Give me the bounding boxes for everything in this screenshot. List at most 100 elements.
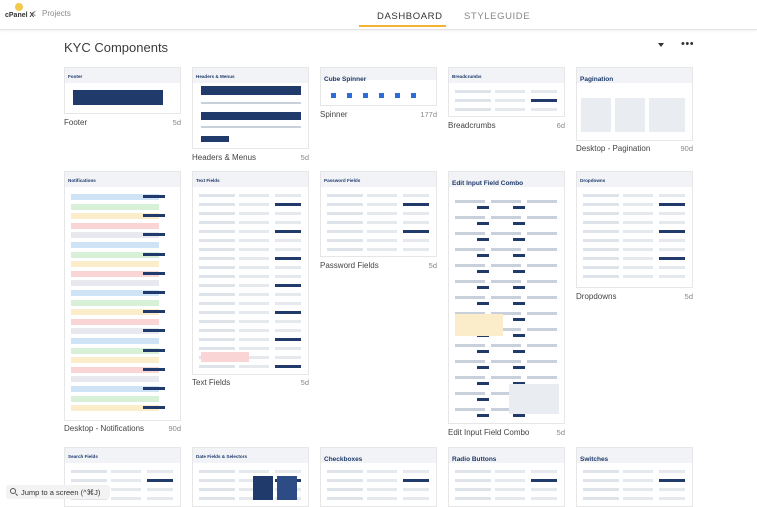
thumb-decoration [379, 93, 384, 98]
screen-thumbnail[interactable]: Checkboxes [320, 447, 437, 507]
thumb-decoration [513, 238, 525, 241]
thumb-decoration [367, 212, 397, 215]
thumb-decoration [367, 239, 397, 242]
screen-thumbnail[interactable]: Date Fields & Selectors [192, 447, 309, 507]
thumbnail-header [65, 448, 180, 463]
thumbnail-header [321, 448, 436, 463]
thumb-decoration [495, 470, 525, 473]
thumb-decoration [455, 497, 491, 500]
thumb-decoration [395, 93, 400, 98]
thumb-decoration [239, 230, 269, 233]
thumb-decoration [201, 112, 301, 120]
thumb-decoration [199, 212, 235, 215]
thumb-decoration [71, 242, 159, 248]
thumb-decoration [477, 286, 489, 289]
thumb-decoration [527, 280, 557, 283]
thumb-decoration [583, 275, 619, 278]
thumb-decoration [275, 275, 301, 278]
thumb-decoration [513, 366, 525, 369]
thumb-decoration [403, 497, 429, 500]
thumb-decoration [491, 216, 521, 219]
thumb-decoration [367, 203, 397, 206]
thumb-decoration [111, 497, 141, 500]
thumb-decoration [143, 195, 165, 198]
thumb-decoration [477, 254, 489, 257]
thumb-decoration [491, 200, 521, 203]
thumb-decoration [275, 194, 301, 197]
thumb-decoration [455, 99, 491, 102]
thumb-decoration [659, 248, 685, 251]
jump-to-screen-button[interactable]: Jump to a screen (^⌘J) [6, 485, 110, 499]
thumb-decoration [583, 479, 619, 482]
thumb-decoration [239, 284, 269, 287]
thumb-decoration [275, 320, 301, 323]
thumb-decoration [531, 479, 557, 482]
thumb-decoration [527, 328, 557, 331]
thumb-decoration [143, 367, 165, 371]
thumb-decoration [623, 239, 653, 242]
thumb-decoration [327, 488, 363, 491]
thumb-decoration [477, 414, 489, 417]
screen-thumbnail[interactable]: Switches [576, 447, 693, 507]
thumb-decoration [367, 194, 397, 197]
chevron-down-icon[interactable] [658, 43, 664, 47]
thumb-decoration [147, 479, 173, 482]
jump-to-screen-label: Jump to a screen (^⌘J) [21, 488, 101, 497]
screen-thumbnail[interactable]: Cube Spinner [320, 67, 437, 106]
thumb-decoration [275, 365, 301, 368]
thumb-decoration [403, 230, 429, 233]
screen-thumbnail[interactable]: Edit Input Field Combo [448, 171, 565, 424]
breadcrumb-projects[interactable]: Projects [42, 9, 71, 18]
thumb-decoration [147, 497, 173, 500]
thumb-decoration [527, 264, 557, 267]
thumb-decoration [531, 470, 557, 473]
screen-thumbnail[interactable]: Dropdowns [576, 171, 693, 288]
thumb-decoration [583, 194, 619, 197]
thumb-decoration [71, 203, 159, 210]
top-bar: cPanel X ‹ Projects DASHBOARD STYLEGUIDE [0, 0, 757, 30]
thumb-decoration [239, 311, 269, 314]
screen-name: Dropdowns [576, 292, 617, 301]
thumb-decoration [331, 93, 336, 98]
thumb-decoration [403, 212, 429, 215]
thumb-decoration [455, 232, 485, 235]
thumb-decoration [275, 347, 301, 350]
screen-thumbnail[interactable]: Notifications [64, 171, 181, 421]
thumb-decoration [367, 470, 397, 473]
cpanel-logo[interactable]: cPanel X [2, 3, 35, 26]
tab-styleguide[interactable]: STYLEGUIDE [464, 11, 531, 22]
screen-thumbnail[interactable]: Text Fields [192, 171, 309, 375]
screen-thumbnail[interactable]: Pagination [576, 67, 693, 141]
thumb-decoration [275, 470, 301, 473]
thumb-decoration [455, 280, 485, 283]
thumb-decoration [201, 102, 301, 104]
screen-thumbnail[interactable]: Footer [64, 67, 181, 114]
thumbnail-title: Edit Input Field Combo [452, 180, 524, 187]
thumb-decoration [275, 257, 301, 260]
more-options-icon[interactable]: ••• [681, 38, 695, 50]
chevron-left-icon[interactable]: ‹ [32, 5, 37, 20]
thumb-decoration [583, 470, 619, 473]
thumb-decoration [495, 497, 525, 500]
screen-age: 5d [300, 153, 309, 162]
thumb-decoration [513, 302, 525, 305]
thumb-decoration [455, 408, 485, 411]
thumb-decoration [199, 470, 235, 473]
screen-thumbnail[interactable]: Password Fields [320, 171, 437, 257]
thumb-decoration [239, 470, 269, 473]
thumb-decoration [327, 479, 363, 482]
thumb-decoration [71, 338, 159, 344]
tab-dashboard[interactable]: DASHBOARD [377, 11, 443, 22]
screen-name: Spinner [320, 110, 348, 119]
screen-thumbnail[interactable]: Breadcrumbs [448, 67, 565, 117]
thumb-decoration [367, 248, 397, 251]
thumb-decoration [477, 350, 489, 353]
screen-thumbnail[interactable]: Headers & Menus [192, 67, 309, 149]
thumb-decoration [455, 314, 503, 336]
thumb-decoration [275, 266, 301, 269]
thumb-decoration [403, 221, 429, 224]
thumb-decoration [253, 476, 273, 500]
thumb-decoration [583, 212, 619, 215]
thumbnail-header [65, 172, 180, 187]
screen-thumbnail[interactable]: Radio Buttons [448, 447, 565, 507]
